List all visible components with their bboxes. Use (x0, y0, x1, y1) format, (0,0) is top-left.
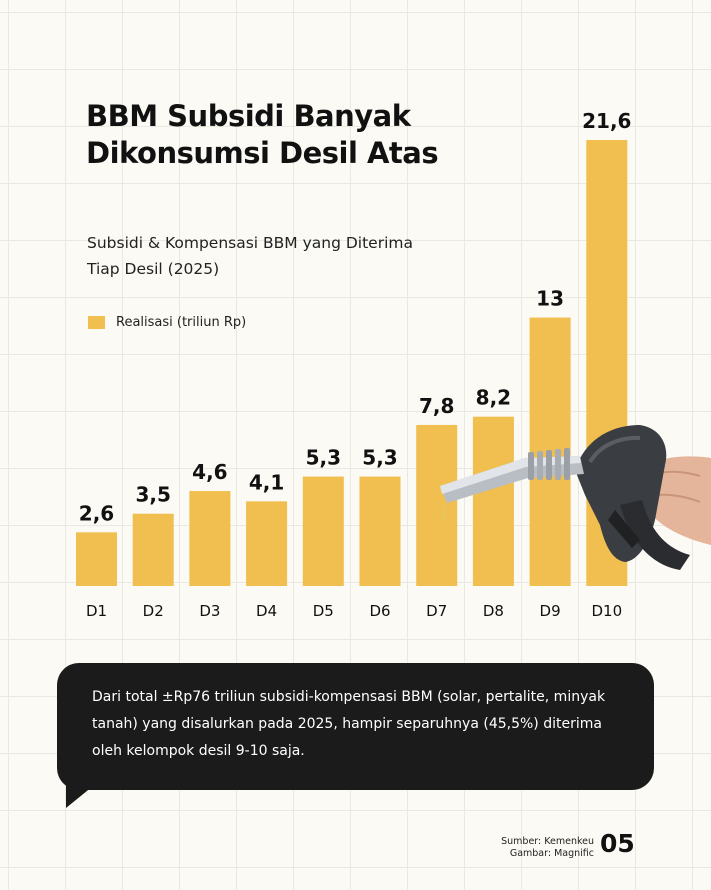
bar-d3 (189, 491, 231, 586)
tick-label-d4: D4 (256, 602, 277, 620)
data-label-d10: 21,6 (582, 109, 631, 133)
legend-label: Realisasi (triliun Rp) (116, 315, 247, 330)
bar-d1 (76, 532, 117, 586)
data-label-d5: 5,3 (306, 446, 341, 470)
data-label-d9: 13 (536, 287, 564, 311)
tick-label-d10: D10 (591, 602, 622, 620)
data-label-d6: 5,3 (362, 446, 397, 470)
data-label-d7: 7,8 (419, 394, 454, 418)
tick-label-d1: D1 (86, 602, 107, 620)
info-callout (57, 663, 654, 790)
image-credit-line: Gambar: Magnific (509, 848, 594, 859)
tick-label-d7: D7 (426, 602, 447, 620)
legend-swatch (88, 316, 105, 329)
data-label-d2: 3,5 (135, 483, 170, 507)
legend: Realisasi (triliun Rp) (88, 315, 246, 330)
chart-subtitle: Subsidi & Kompensasi BBM yang Diterima T… (87, 234, 413, 278)
bar-d8 (472, 416, 514, 586)
bar-d4 (246, 501, 288, 586)
tick-label-d8: D8 (483, 602, 504, 620)
tick-label-d5: D5 (313, 602, 334, 620)
source-line: Sumber: Kemenkeu (501, 836, 594, 847)
tick-label-d3: D3 (199, 602, 220, 620)
bar-d7 (416, 424, 458, 586)
tick-label-d6: D6 (369, 602, 390, 620)
source-credits: Sumber: Kemenkeu Gambar: Magnific (501, 836, 594, 860)
data-label-d1: 2,6 (79, 501, 114, 525)
tick-label-d2: D2 (143, 602, 164, 620)
data-label-d3: 4,6 (192, 460, 227, 484)
bar-d6 (359, 476, 401, 586)
callout-text: Dari total ±Rp76 triliun subsidi-kompens… (92, 689, 606, 759)
tick-label-d9: D9 (540, 602, 561, 620)
chart-title: BBM Subsidi Banyak Dikonsumsi Desil Atas (86, 99, 439, 170)
data-label-d4: 4,1 (249, 470, 284, 494)
bar-d5 (302, 476, 344, 586)
data-label-d8: 8,2 (476, 386, 511, 410)
bar-d2 (132, 513, 174, 586)
page-number: 05 (600, 829, 635, 858)
